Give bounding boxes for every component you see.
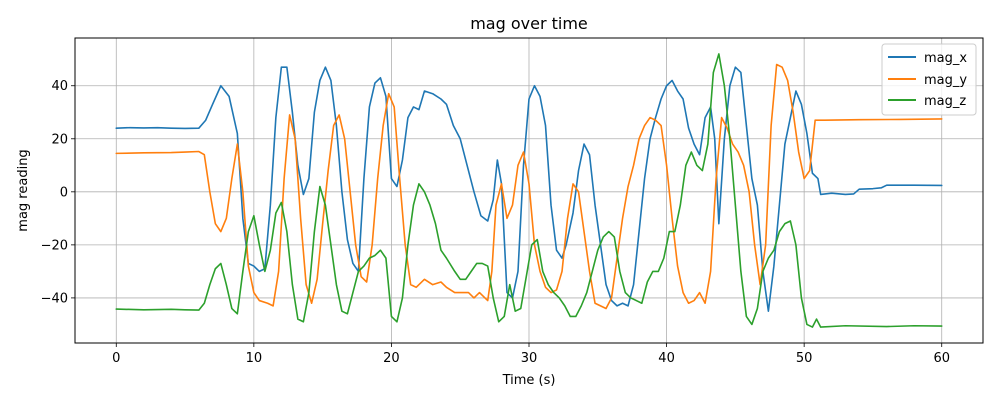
y-tick-label: 20 (51, 132, 68, 147)
y-axis: −40 −20 0 20 40 (41, 79, 75, 306)
x-tick-label: 40 (658, 351, 675, 366)
x-tick-label: 30 (521, 351, 538, 366)
legend-label-mag-x: mag_x (924, 51, 967, 66)
series-line-mag-x (115, 66, 943, 312)
grid-lines (75, 38, 983, 343)
x-axis: 0 10 20 30 40 50 60 (112, 343, 950, 366)
y-tick-label: 40 (51, 79, 68, 94)
series-layer (115, 53, 943, 328)
x-axis-label: Time (s) (502, 373, 556, 388)
y-tick-label: −20 (41, 238, 68, 253)
y-axis-label: mag reading (16, 149, 31, 231)
x-tick-label: 20 (383, 351, 400, 366)
x-tick-label: 10 (246, 351, 263, 366)
legend: mag_x mag_y mag_z (881, 43, 977, 116)
y-tick-label: −40 (41, 291, 68, 306)
x-tick-label: 0 (112, 351, 120, 366)
x-tick-label: 50 (796, 351, 813, 366)
legend-label-mag-y: mag_y (924, 73, 967, 88)
y-tick-label: 0 (60, 185, 68, 200)
x-tick-label: 60 (933, 351, 950, 366)
legend-label-mag-z: mag_z (924, 94, 966, 109)
series-line-mag-z (115, 53, 943, 328)
chart-title: mag over time (470, 14, 588, 33)
legend-box (881, 43, 977, 116)
